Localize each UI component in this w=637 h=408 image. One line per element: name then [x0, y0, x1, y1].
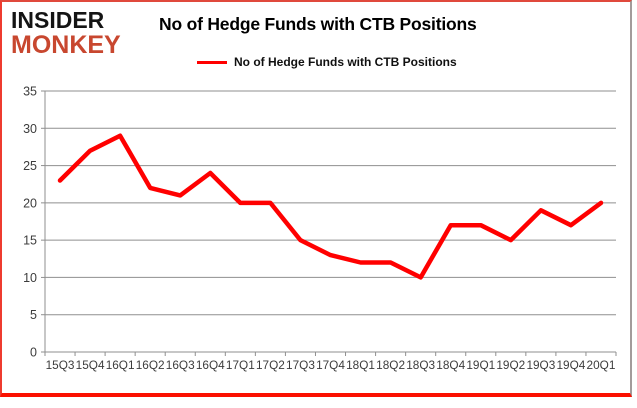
x-tick-label: 18Q4 [436, 358, 465, 372]
x-tick-label: 15Q3 [46, 358, 75, 372]
x-tick-label: 17Q2 [256, 358, 285, 372]
x-tick-label: 18Q3 [406, 358, 435, 372]
x-tick-label: 17Q3 [286, 358, 315, 372]
series-line [57, 133, 604, 280]
x-tick-label: 16Q2 [136, 358, 165, 372]
legend-line-swatch [197, 60, 227, 64]
y-tick-label: 25 [23, 159, 37, 173]
insider-monkey-logo: INSIDER MONKEY [11, 9, 121, 58]
x-tick-label: 19Q4 [556, 358, 585, 372]
x-tick-label: 18Q2 [376, 358, 405, 372]
x-tick-label: 19Q2 [496, 358, 525, 372]
y-tick-label: 35 [23, 85, 37, 99]
x-tick-label: 19Q1 [466, 358, 495, 372]
page-title: No of Hedge Funds with CTB Positions [159, 14, 477, 34]
y-tick-label: 20 [23, 196, 37, 210]
x-tick-label: 16Q3 [166, 358, 195, 372]
x-tick-label: 17Q4 [316, 358, 345, 372]
legend-label: No of Hedge Funds with CTB Positions [234, 55, 457, 69]
x-tick-label: 16Q4 [196, 358, 225, 372]
logo-text-monkey: MONKEY [11, 31, 121, 59]
y-tick-label: 0 [30, 346, 37, 360]
x-tick-label: 19Q3 [526, 358, 555, 372]
y-tick-label: 5 [30, 308, 37, 322]
y-tick-label: 15 [23, 234, 37, 248]
x-tick-label: 18Q1 [346, 358, 375, 372]
x-tick-label: 20Q1 [587, 358, 616, 372]
x-tick-label: 16Q1 [106, 358, 135, 372]
logo-text-insider: INSIDER [11, 7, 105, 33]
x-tick-label: 17Q1 [226, 358, 255, 372]
y-tick-label: 30 [23, 122, 37, 136]
chart-legend: No of Hedge Funds with CTB Positions [197, 55, 457, 69]
y-tick-label: 10 [23, 271, 37, 285]
x-tick-label: 15Q4 [76, 358, 105, 372]
